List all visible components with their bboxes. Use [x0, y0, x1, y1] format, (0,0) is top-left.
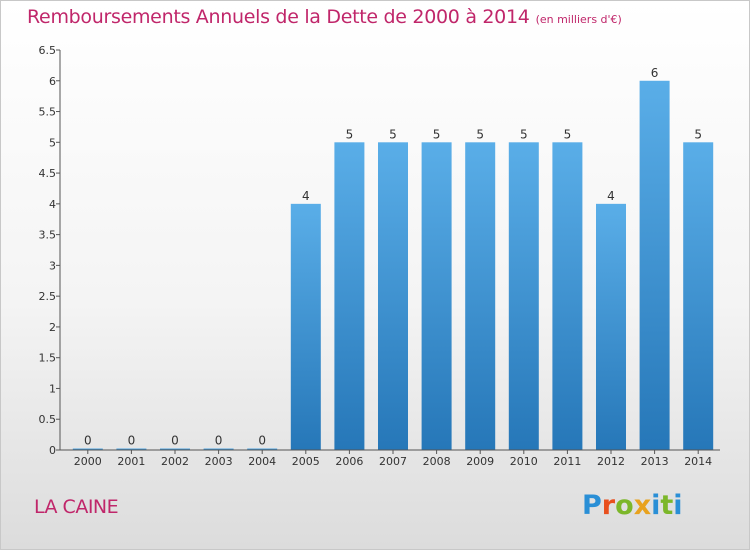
x-tick-label-2004: 2004: [248, 455, 276, 468]
y-tick-label: 1: [49, 382, 56, 395]
bar-2006: [334, 142, 365, 451]
value-label-2009: 5: [476, 127, 484, 141]
bar-2011: [552, 142, 583, 451]
bar-2001: [116, 448, 147, 450]
bar-2000: [72, 448, 103, 450]
bar-2009: [465, 142, 496, 451]
y-tick-label: 3: [49, 259, 56, 272]
y-tick-label: 1.5: [39, 352, 57, 365]
logo-letter: x: [633, 490, 652, 521]
x-tick-label-2008: 2008: [423, 455, 451, 468]
value-label-2010: 5: [520, 127, 528, 141]
value-label-2005: 4: [302, 189, 310, 203]
x-tick-label-2013: 2013: [641, 455, 669, 468]
x-tick-label-2014: 2014: [684, 455, 712, 468]
chart-title-text: Remboursements Annuels de la Dette de 20…: [27, 6, 530, 28]
value-label-2007: 5: [389, 127, 397, 141]
value-label-2013: 6: [651, 66, 659, 80]
x-tick-label-2003: 2003: [205, 455, 233, 468]
x-tick-label-2000: 2000: [74, 455, 102, 468]
x-tick-label-2012: 2012: [597, 455, 625, 468]
y-tick-label: 6.5: [39, 44, 57, 57]
value-label-2004: 0: [258, 434, 266, 448]
value-label-2002: 0: [171, 434, 179, 448]
logo-letter: i: [673, 490, 683, 521]
y-tick-label: 2.5: [39, 290, 57, 303]
bar-2013: [639, 80, 670, 451]
value-label-2006: 5: [346, 127, 354, 141]
x-tick-label-2006: 2006: [335, 455, 363, 468]
y-tick-label: 0: [49, 444, 56, 457]
x-tick-label-2011: 2011: [553, 455, 581, 468]
x-tick-label-2007: 2007: [379, 455, 407, 468]
chart-title-unit: (en milliers d'€): [535, 13, 622, 26]
value-label-2014: 5: [694, 127, 702, 141]
bar-2010: [508, 142, 539, 451]
value-label-2012: 4: [607, 189, 615, 203]
y-tick-label: 5.5: [39, 106, 57, 119]
x-tick-label-2009: 2009: [466, 455, 494, 468]
bar-2008: [421, 142, 452, 451]
y-tick-label: 3.5: [39, 229, 57, 242]
y-tick-label: 0.5: [39, 413, 57, 426]
bar-2005: [290, 203, 321, 450]
commune-name: LA CAINE: [34, 496, 119, 518]
logo-letter: t: [660, 490, 674, 521]
logo-letter: P: [582, 490, 602, 521]
logo-letter: r: [601, 490, 616, 521]
value-label-2008: 5: [433, 127, 441, 141]
y-tick-label: 6: [49, 75, 56, 88]
value-label-2001: 0: [128, 434, 136, 448]
proxiti-logo: Proxiti: [582, 490, 683, 521]
x-tick-label-2002: 2002: [161, 455, 189, 468]
y-tick-label: 4: [49, 198, 56, 211]
bar-2012: [596, 203, 626, 450]
chart-title: Remboursements Annuels de la Dette de 20…: [27, 6, 622, 28]
value-label-2011: 5: [564, 127, 572, 141]
logo-letter: o: [615, 490, 634, 521]
y-tick-label: 5: [49, 136, 56, 149]
x-tick-label-2010: 2010: [510, 455, 538, 468]
bar-2007: [378, 142, 408, 451]
bar-2014: [683, 142, 714, 451]
y-tick-label: 2: [49, 321, 56, 334]
value-label-2000: 0: [84, 434, 92, 448]
bar-2002: [160, 448, 190, 450]
x-tick-label-2005: 2005: [292, 455, 320, 468]
value-label-2003: 0: [215, 434, 223, 448]
y-tick-label: 4.5: [39, 167, 57, 180]
bar-2004: [247, 448, 278, 450]
logo-letter: i: [651, 490, 661, 521]
bar-2003: [203, 448, 234, 450]
x-tick-label-2001: 2001: [117, 455, 145, 468]
